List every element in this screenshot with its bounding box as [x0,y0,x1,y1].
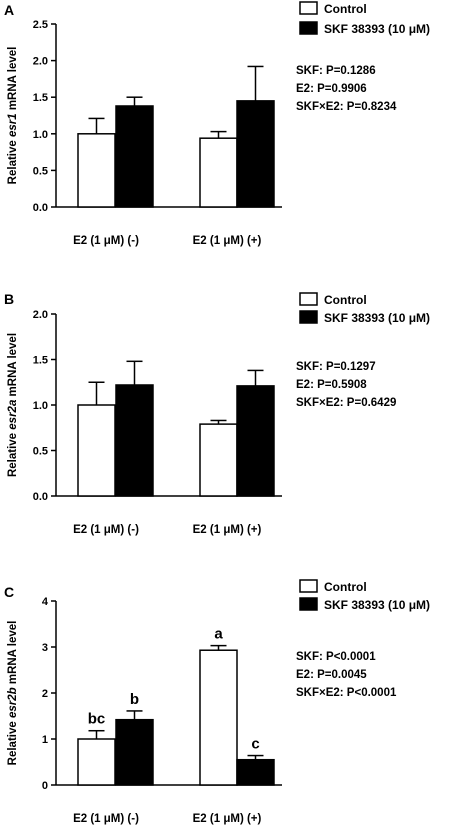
y-tick-label: 2.5 [33,19,48,31]
y-tick-label: 1 [42,734,48,746]
legend: Control SKF 38393 (10 μM) [299,579,430,612]
y-tick-label: 0.5 [33,446,48,458]
x-tick-label: E2 (1 μM) (-) [73,813,139,825]
legend-label: SKF 38393 (10 μM) [324,22,430,36]
bar [115,384,154,497]
y-tick-label: 3 [42,642,48,654]
legend-swatch [299,310,318,324]
stats-text: SKF: P<0.0001 [296,651,376,663]
legend-swatch [299,597,318,611]
y-tick-label: 4 [42,596,49,608]
chart-panel-a: A 0.0 0.5 1.0 1.5 2.0 2.5 Relative esr1 mRNA le… [4,1,430,247]
legend: Control SKF 38393 (10 μM) [299,292,430,325]
y-tick-label: 0.0 [33,491,48,503]
bar [236,385,275,497]
y-axis-title-suffix: mRNA level [7,621,19,688]
stats-text: SKF×E2: P=0.8234 [296,101,397,113]
y-tick-label: 2 [42,688,48,700]
bar [115,105,154,208]
y-tick-label: 1.0 [33,129,48,141]
legend-swatch [299,1,318,15]
bar [199,423,238,497]
bar [236,758,275,786]
legend-label: Control [324,580,367,594]
y-axis-title-gene: esr1 [7,113,19,137]
y-axis-title-prefix: Relative [7,430,19,477]
chart-panel-b: B 0.0 0.5 1.0 1.5 2.0 Relative esr2a mRNA leve… [4,291,430,536]
x-tick-label: E2 (1 μM) (-) [73,235,139,247]
x-tick-label: E2 (1 μM) (+) [193,813,262,825]
legend-swatch [299,21,318,35]
y-axis-title-suffix: mRNA level [7,333,19,400]
y-tick-label: 1.5 [33,355,48,367]
panel-label: C [4,584,14,600]
panel-label: A [4,2,14,18]
x-tick-label: E2 (1 μM) (+) [193,235,262,247]
y-tick-label: 1.0 [33,400,48,412]
y-tick-label: 1.5 [33,92,48,104]
stats-text: E2: P=0.5908 [296,379,367,391]
y-axis-title-suffix: mRNA level [7,47,19,114]
significance-letter: c [251,736,259,753]
bar [77,133,116,208]
significance-letter: a [214,626,223,643]
legend-label: Control [324,293,367,307]
stats-text: SKF: P=0.1286 [296,65,376,77]
x-tick-label: E2 (1 μM) (+) [193,524,262,536]
legend-swatch [299,292,318,306]
x-tick-label: E2 (1 μM) (-) [73,524,139,536]
stats-text: SKF×E2: P=0.6429 [296,397,396,409]
y-tick-label: 2.0 [33,309,48,321]
y-tick-label: 0 [42,780,48,792]
legend-label: Control [324,2,367,16]
y-tick-label: 0.0 [33,202,48,214]
stats-text: SKF: P=0.1297 [296,361,376,373]
stats-text: E2: P=0.0045 [296,669,367,681]
chart-panel-c: C 0 1 2 3 4 Relative esr2b mRNA level bc b E2 (1 … [4,579,430,825]
legend-label: SKF 38393 (10 μM) [324,598,430,612]
y-tick-label: 2.0 [33,56,48,68]
y-axis-title: Relative esr2b mRNA level [7,621,19,766]
legend: Control SKF 38393 (10 μM) [299,1,430,36]
legend-swatch [299,579,318,593]
bar [77,738,116,786]
y-axis-title: Relative esr2a mRNA level [7,333,19,477]
bar [77,404,116,497]
y-axis-title-prefix: Relative [7,137,19,184]
stats-text: SKF×E2: P<0.0001 [296,687,397,699]
y-axis-title-prefix: Relative [7,718,19,765]
bar [115,718,154,786]
y-axis-title: Relative esr1 mRNA level [7,47,19,185]
y-axis-title-gene: esr2a [7,399,19,430]
panel-label: B [4,291,14,307]
y-tick-label: 0.5 [33,165,48,177]
stats-text: E2: P=0.9906 [296,83,367,95]
bar [199,137,238,208]
y-axis-title-gene: esr2b [7,687,19,718]
bar [199,649,238,786]
legend-label: SKF 38393 (10 μM) [324,311,430,325]
significance-letter: bc [88,711,106,728]
significance-letter: b [130,691,139,708]
bar [236,100,275,208]
